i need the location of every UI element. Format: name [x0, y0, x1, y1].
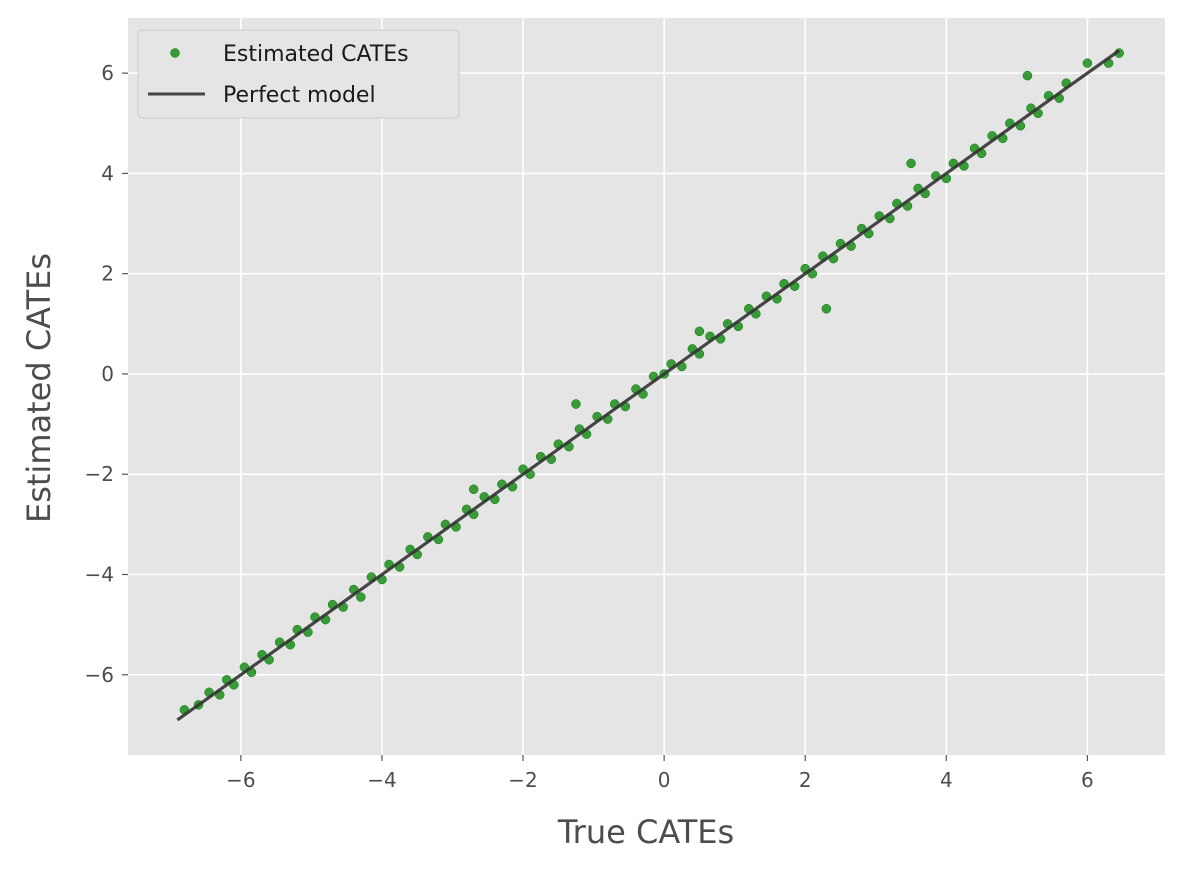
x-tick-label: −2 — [508, 768, 537, 792]
x-tick-label: 2 — [799, 768, 812, 792]
perfect-model-line-group — [176, 49, 1121, 722]
scatter-point — [694, 326, 705, 337]
x-tick-label: 4 — [940, 768, 953, 792]
y-tick-label: 0 — [101, 362, 114, 386]
scatter-point — [821, 304, 832, 314]
y-tick-label: −4 — [85, 563, 114, 587]
scatter-point — [468, 484, 479, 495]
scatter-point — [356, 592, 366, 602]
scatter-point — [906, 158, 916, 169]
y-tick-label: −2 — [85, 462, 114, 486]
x-tick-label: 0 — [658, 768, 671, 792]
y-tick-label: 4 — [101, 161, 114, 185]
y-tick-label: −6 — [85, 663, 114, 687]
x-axis-title: True CATEs — [557, 813, 734, 851]
y-axis-ticks: −6 −4 −2 0 2 4 6 — [85, 61, 128, 687]
y-tick-label: 6 — [101, 61, 114, 85]
y-axis-title: Estimated CATEs — [20, 253, 58, 523]
x-tick-label: 6 — [1081, 768, 1094, 792]
scatter-point — [571, 399, 581, 409]
scatter-point — [1022, 70, 1033, 81]
legend-label-perfect-model: Perfect model — [223, 83, 376, 108]
legend-marker-estimated-cates — [170, 48, 180, 58]
x-tick-label: −4 — [367, 768, 396, 792]
legend-label-estimated-cates: Estimated CATEs — [223, 42, 409, 67]
x-axis-ticks: −6 −4 −2 0 2 4 6 — [226, 755, 1094, 792]
grid-lines — [128, 18, 1165, 755]
perfect-model-line — [176, 49, 1121, 722]
legend-box — [137, 29, 460, 119]
legend: Estimated CATEs Perfect model — [137, 29, 460, 119]
y-tick-label: 2 — [101, 262, 114, 286]
scatter-point — [1082, 58, 1093, 68]
x-tick-label: −6 — [226, 768, 255, 792]
